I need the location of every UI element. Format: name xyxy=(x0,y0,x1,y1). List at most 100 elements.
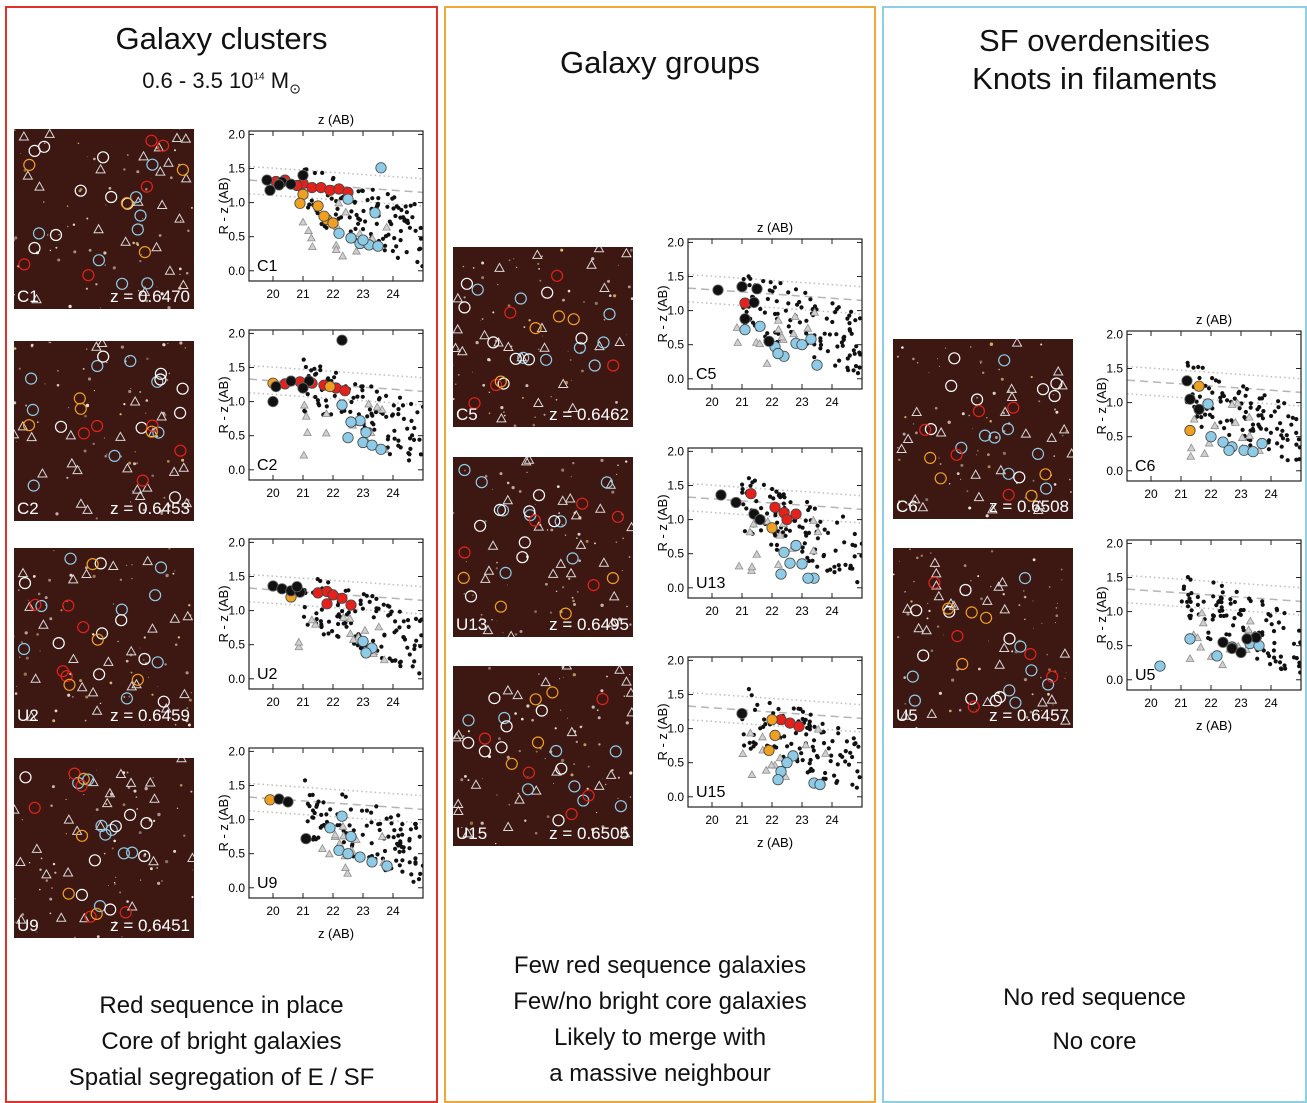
field-star xyxy=(92,633,95,636)
field-galaxy-marker xyxy=(135,421,148,434)
field-triangle-marker xyxy=(921,624,932,635)
field-star xyxy=(115,507,116,509)
member-triangle xyxy=(343,868,353,877)
x-tick-label: 21 xyxy=(735,604,749,618)
member-triangle xyxy=(338,821,348,830)
field-galaxy-marker xyxy=(906,670,919,683)
field-galaxy-marker xyxy=(945,379,958,393)
field-triangle-marker xyxy=(38,619,49,629)
data-point-blue xyxy=(354,851,366,863)
data-point-black xyxy=(1217,636,1229,648)
field-galaxy-dot xyxy=(1185,604,1191,609)
field-galaxy-dot xyxy=(1271,648,1276,653)
field-star xyxy=(525,384,529,388)
field-star xyxy=(180,220,182,222)
field-triangle-marker xyxy=(994,659,1006,669)
field-galaxy-dot xyxy=(352,200,357,205)
field-galaxy-dot xyxy=(755,702,760,707)
field-star xyxy=(144,786,148,791)
member-triangle xyxy=(1237,433,1247,441)
field-galaxy-dot xyxy=(401,849,406,854)
field-star xyxy=(554,727,557,730)
field-galaxy-dot xyxy=(845,365,850,370)
field-galaxy-dot xyxy=(747,283,752,288)
field-star xyxy=(1002,411,1006,415)
field-star xyxy=(131,577,133,580)
field-triangle-marker xyxy=(999,406,1011,416)
field-galaxy-dot xyxy=(313,394,318,400)
field-star xyxy=(897,446,899,449)
field-galaxy-dot xyxy=(398,238,403,243)
field-galaxy-dot xyxy=(853,318,858,323)
field-galaxy-dot xyxy=(1206,630,1211,635)
data-point-orange xyxy=(294,197,306,209)
field-galaxy-dot xyxy=(333,370,339,375)
field-galaxy-dot xyxy=(360,606,365,611)
field-galaxy-dot xyxy=(1188,577,1193,582)
field-galaxy-dot xyxy=(383,243,388,248)
member-triangle xyxy=(773,315,783,324)
data-point-orange xyxy=(312,200,324,212)
field-star xyxy=(925,498,929,502)
field-galaxy-marker xyxy=(495,741,508,754)
clusters-note-2: Core of bright galaxies xyxy=(101,1028,342,1055)
field-galaxy-dot xyxy=(301,357,306,362)
field-galaxy-dot xyxy=(340,609,345,614)
field-galaxy-dot xyxy=(313,837,318,842)
field-galaxy-dot xyxy=(390,412,395,417)
field-galaxy-dot xyxy=(326,580,331,585)
field-star xyxy=(586,787,589,790)
data-point-orange xyxy=(766,714,778,726)
field-star xyxy=(600,603,604,607)
field-star xyxy=(133,789,137,793)
field-star xyxy=(168,372,171,375)
field-galaxy-dot xyxy=(405,426,410,431)
field-galaxy-dot xyxy=(367,599,372,604)
field-star xyxy=(534,831,538,835)
data-point-blue xyxy=(1154,660,1166,672)
field-star xyxy=(14,293,15,296)
field-star xyxy=(136,170,140,174)
field-galaxy-marker xyxy=(549,744,563,758)
field-galaxy-dot xyxy=(1214,603,1219,608)
field-triangle-marker xyxy=(156,199,168,209)
field-galaxy-dot xyxy=(407,860,412,865)
x-tick-label: 22 xyxy=(765,604,779,618)
field-triangle-marker xyxy=(18,130,30,141)
field-star xyxy=(977,575,980,578)
field-star xyxy=(503,411,505,413)
field-star xyxy=(135,462,139,465)
field-galaxy-dot xyxy=(339,215,344,220)
field-star xyxy=(1032,600,1034,602)
field-galaxy-marker xyxy=(1039,468,1052,481)
field-galaxy-marker xyxy=(120,196,134,210)
field-star xyxy=(49,912,52,915)
field-triangle-marker xyxy=(909,493,921,504)
field-galaxy-marker xyxy=(91,633,104,646)
field-galaxy-dot xyxy=(1294,430,1299,435)
member-triangle xyxy=(1233,398,1243,407)
field-star xyxy=(481,276,485,280)
field-star xyxy=(899,560,900,562)
field-galaxy-dot xyxy=(317,403,322,408)
field-triangle-marker xyxy=(148,855,159,866)
data-point-black xyxy=(300,833,312,845)
field-star xyxy=(14,635,15,638)
field-star xyxy=(978,667,981,671)
member-triangle xyxy=(338,251,348,260)
field-star xyxy=(907,503,911,506)
y-tick-label: 2.0 xyxy=(228,127,245,141)
member-triangle xyxy=(340,863,350,871)
field-galaxy-dot xyxy=(1185,363,1191,368)
field-galaxy-marker xyxy=(1050,377,1063,390)
field-triangle-marker xyxy=(26,711,37,721)
field-triangle-marker xyxy=(93,223,104,234)
field-galaxy-dot xyxy=(1259,413,1264,418)
field-star xyxy=(126,771,129,774)
field-galaxy-dot xyxy=(774,547,779,552)
field-star xyxy=(502,632,504,634)
field-triangle-marker xyxy=(900,710,911,720)
field-triangle-marker xyxy=(607,617,618,627)
field-star xyxy=(497,283,499,286)
member-triangle xyxy=(302,427,312,436)
